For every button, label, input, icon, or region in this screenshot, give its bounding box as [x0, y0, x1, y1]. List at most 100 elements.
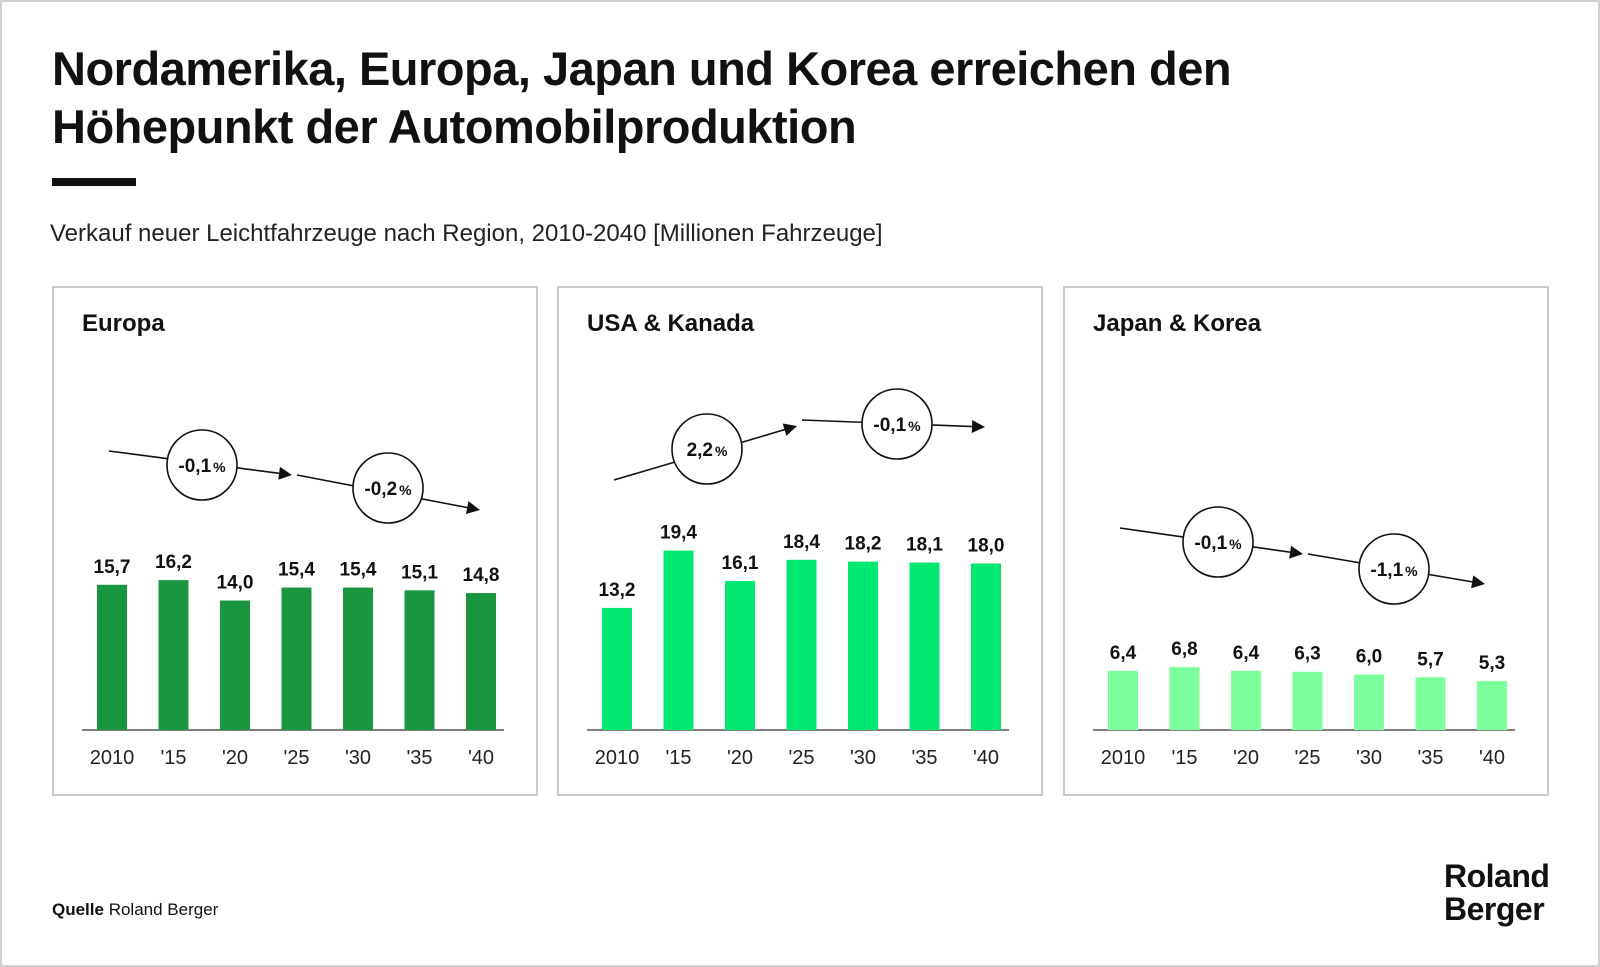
bar-usa-kanada-2: [725, 581, 755, 730]
cagr-label-europa-0: -0,1%: [178, 456, 226, 477]
panel-usa-kanada: USA & Kanada 13,2 2010 19,4 '15 16,1 '20 18,4 '…: [557, 286, 1043, 796]
bar-japan-korea-0: [1108, 670, 1138, 730]
title-underline: [52, 178, 136, 186]
bar-europa-0: [97, 584, 127, 730]
chart-usa-kanada: 13,2 2010 19,4 '15 16,1 '20 18,4 '25 18,2 '30 18,1…: [587, 388, 1009, 769]
data-label-europa-0: 15,7: [94, 557, 131, 578]
bar-usa-kanada-4: [848, 561, 878, 730]
data-label-europa-4: 15,4: [340, 560, 377, 581]
data-label-japan-korea-4: 6,0: [1356, 647, 1382, 668]
panel-title-europa: Europa: [82, 310, 165, 337]
bar-japan-korea-5: [1415, 677, 1446, 730]
x-tick-label-europa-6: '40: [468, 747, 494, 769]
cagr-bubble-japan-korea-0: [1182, 506, 1254, 578]
data-label-japan-korea-5: 5,7: [1417, 649, 1443, 670]
panel-title-japan-korea: Japan & Korea: [1093, 310, 1262, 337]
source-text: Roland Berger: [108, 900, 219, 919]
x-tick-label-usa-kanada-5: '35: [911, 747, 937, 769]
cagr-value-europa-1: -0,2: [364, 479, 397, 500]
cagr-unit-europa-1: %: [399, 482, 412, 498]
cagr-bubble-japan-korea-1: [1358, 533, 1430, 605]
title-line-2: Höhepunkt der Automobilproduktion: [52, 100, 857, 153]
data-label-japan-korea-3: 6,3: [1294, 644, 1320, 665]
bar-usa-kanada-5: [909, 562, 940, 730]
cagr-value-japan-korea-0: -0,1: [1194, 533, 1227, 554]
cagr-value-usa-kanada-0: 2,2: [687, 440, 713, 461]
chart-subtitle: Verkauf neuer Leichtfahrzeuge nach Regio…: [50, 220, 883, 247]
x-tick-label-usa-kanada-6: '40: [973, 747, 999, 769]
source-label: Quelle: [52, 900, 104, 919]
source-note: Quelle Roland Berger: [52, 900, 218, 920]
bar-usa-kanada-6: [971, 563, 1001, 730]
x-tick-label-usa-kanada-4: '30: [850, 747, 876, 769]
bar-japan-korea-6: [1477, 680, 1507, 730]
cagr-bubble-usa-kanada-1: [861, 388, 933, 460]
page-title: Nordamerika, Europa, Japan und Korea err…: [52, 40, 1452, 156]
bar-japan-korea-4: [1354, 674, 1384, 730]
cagr-value-japan-korea-1: -1,1: [1370, 560, 1403, 581]
data-label-usa-kanada-1: 19,4: [660, 523, 697, 544]
cagr-label-japan-korea-0: -0,1%: [1194, 533, 1242, 554]
x-tick-label-japan-korea-1: '15: [1171, 747, 1197, 769]
bar-japan-korea-2: [1231, 670, 1261, 730]
data-label-usa-kanada-4: 18,2: [845, 534, 882, 555]
data-label-usa-kanada-3: 18,4: [783, 532, 820, 553]
bar-europa-4: [343, 587, 373, 730]
x-tick-label-europa-5: '35: [406, 747, 432, 769]
cagr-bubble-europa-0: [166, 429, 238, 501]
x-tick-label-usa-kanada-0: 2010: [595, 747, 640, 769]
cagr-unit-usa-kanada-0: %: [715, 443, 728, 459]
chart-japan-korea: 6,4 2010 6,8 '15 6,4 '20 6,3 '25 6,0 '30 5,7 '35 5,3…: [1093, 506, 1515, 769]
cagr-unit-japan-korea-1: %: [1405, 563, 1418, 579]
x-tick-label-europa-2: '20: [222, 747, 248, 769]
data-label-europa-5: 15,1: [401, 562, 438, 583]
cagr-value-europa-0: -0,1: [178, 456, 211, 477]
bar-usa-kanada-0: [602, 607, 632, 730]
data-label-europa-1: 16,2: [155, 552, 192, 573]
x-tick-label-japan-korea-6: '40: [1479, 747, 1505, 769]
cagr-value-usa-kanada-1: -0,1: [873, 415, 906, 436]
data-label-europa-2: 14,0: [217, 573, 254, 594]
data-label-usa-kanada-2: 16,1: [722, 553, 759, 574]
cagr-label-usa-kanada-0: 2,2%: [687, 440, 728, 461]
panel-europa: Europa 15,7 2010 16,2 '15 14,0 '20 15,4 '25 15,4…: [52, 286, 538, 796]
x-tick-label-europa-4: '30: [345, 747, 371, 769]
x-tick-label-usa-kanada-2: '20: [727, 747, 753, 769]
data-label-usa-kanada-6: 18,0: [968, 536, 1005, 557]
bar-europa-5: [404, 590, 435, 730]
trend-arrowhead-europa-0: [278, 466, 292, 480]
bar-usa-kanada-3: [786, 559, 817, 730]
bar-europa-2: [220, 600, 250, 730]
logo-line-2: Berger: [1444, 891, 1545, 927]
x-tick-label-europa-3: '25: [283, 747, 309, 769]
x-tick-label-japan-korea-3: '25: [1294, 747, 1320, 769]
x-tick-label-europa-0: 2010: [90, 747, 135, 769]
cagr-label-usa-kanada-1: -0,1%: [873, 415, 921, 436]
cagr-unit-usa-kanada-1: %: [908, 418, 921, 434]
title-line-1: Nordamerika, Europa, Japan und Korea err…: [52, 42, 1232, 95]
data-label-japan-korea-1: 6,8: [1171, 639, 1197, 660]
x-tick-label-usa-kanada-3: '25: [788, 747, 814, 769]
panel-title-usa-kanada: USA & Kanada: [587, 310, 755, 337]
bar-japan-korea-3: [1292, 671, 1323, 730]
trend-arrowhead-usa-kanada-0: [782, 423, 797, 436]
trend-arrowhead-japan-korea-0: [1289, 545, 1303, 559]
data-label-japan-korea-0: 6,4: [1110, 643, 1137, 664]
cagr-unit-japan-korea-0: %: [1229, 536, 1242, 552]
chart-europa: 15,7 2010 16,2 '15 14,0 '20 15,4 '25 15,4 '30 15,1…: [82, 429, 504, 769]
data-label-europa-6: 14,8: [463, 565, 500, 586]
trend-arrowhead-japan-korea-1: [1471, 575, 1485, 589]
cagr-label-europa-1: -0,2%: [364, 479, 412, 500]
bar-europa-6: [466, 593, 496, 730]
bar-usa-kanada-1: [663, 550, 694, 730]
data-label-europa-3: 15,4: [278, 560, 315, 581]
data-label-usa-kanada-5: 18,1: [906, 535, 943, 556]
x-tick-label-japan-korea-5: '35: [1417, 747, 1443, 769]
data-label-japan-korea-2: 6,4: [1233, 643, 1260, 664]
cagr-bubble-europa-1: [352, 452, 424, 524]
cagr-label-japan-korea-1: -1,1%: [1370, 560, 1418, 581]
logo-line-1: Roland: [1444, 858, 1550, 894]
bar-europa-1: [158, 580, 189, 730]
bar-japan-korea-1: [1169, 667, 1200, 730]
